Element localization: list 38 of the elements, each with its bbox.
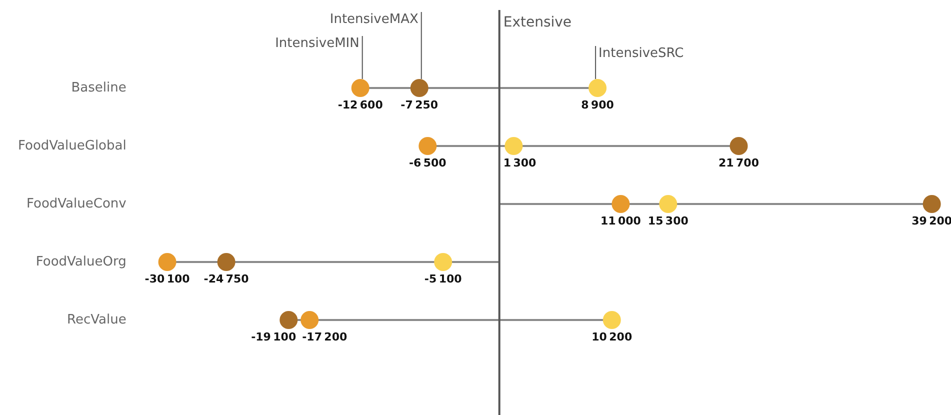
text: IntensiveMAX xyxy=(330,12,418,27)
data-label: -5 100 xyxy=(424,272,462,286)
point xyxy=(922,195,941,213)
data-label: 8 900 xyxy=(581,98,614,112)
data-label: -30 100 xyxy=(144,272,190,286)
y-tick-label: Baseline xyxy=(71,80,126,96)
point xyxy=(418,137,437,155)
point xyxy=(410,79,428,97)
point xyxy=(280,311,298,329)
y-tick-label: RecValue xyxy=(67,312,126,328)
point xyxy=(217,253,236,271)
text: IntensiveMIN xyxy=(275,36,360,51)
point xyxy=(588,79,607,97)
point xyxy=(504,137,523,155)
y-tick-label: FoodValueOrg xyxy=(36,254,126,270)
data-label: 15 300 xyxy=(648,214,689,228)
point xyxy=(434,253,452,271)
data-label: -19 100 xyxy=(251,330,296,344)
point xyxy=(158,253,176,271)
data-label: -17 200 xyxy=(302,330,348,344)
y-tick-label: FoodValueGlobal xyxy=(18,138,126,154)
point xyxy=(659,195,678,213)
data-label: -12 600 xyxy=(338,98,384,112)
point xyxy=(730,137,748,155)
y-tick-label: FoodValueConv xyxy=(26,196,127,212)
data-label: -7 250 xyxy=(400,98,438,112)
series-label: IntensiveSRC xyxy=(598,46,684,61)
data-label: -6 500 xyxy=(408,156,447,170)
point xyxy=(612,195,630,213)
point xyxy=(351,79,370,97)
data-label: 10 200 xyxy=(592,330,632,344)
point xyxy=(300,311,319,329)
point xyxy=(602,311,621,329)
data-label: 1 300 xyxy=(503,156,537,170)
data-label: -24 750 xyxy=(204,272,250,286)
ref-line-label: Extensive xyxy=(503,14,572,31)
data-label: 11 000 xyxy=(600,214,642,228)
data-label: 21 700 xyxy=(718,156,760,170)
